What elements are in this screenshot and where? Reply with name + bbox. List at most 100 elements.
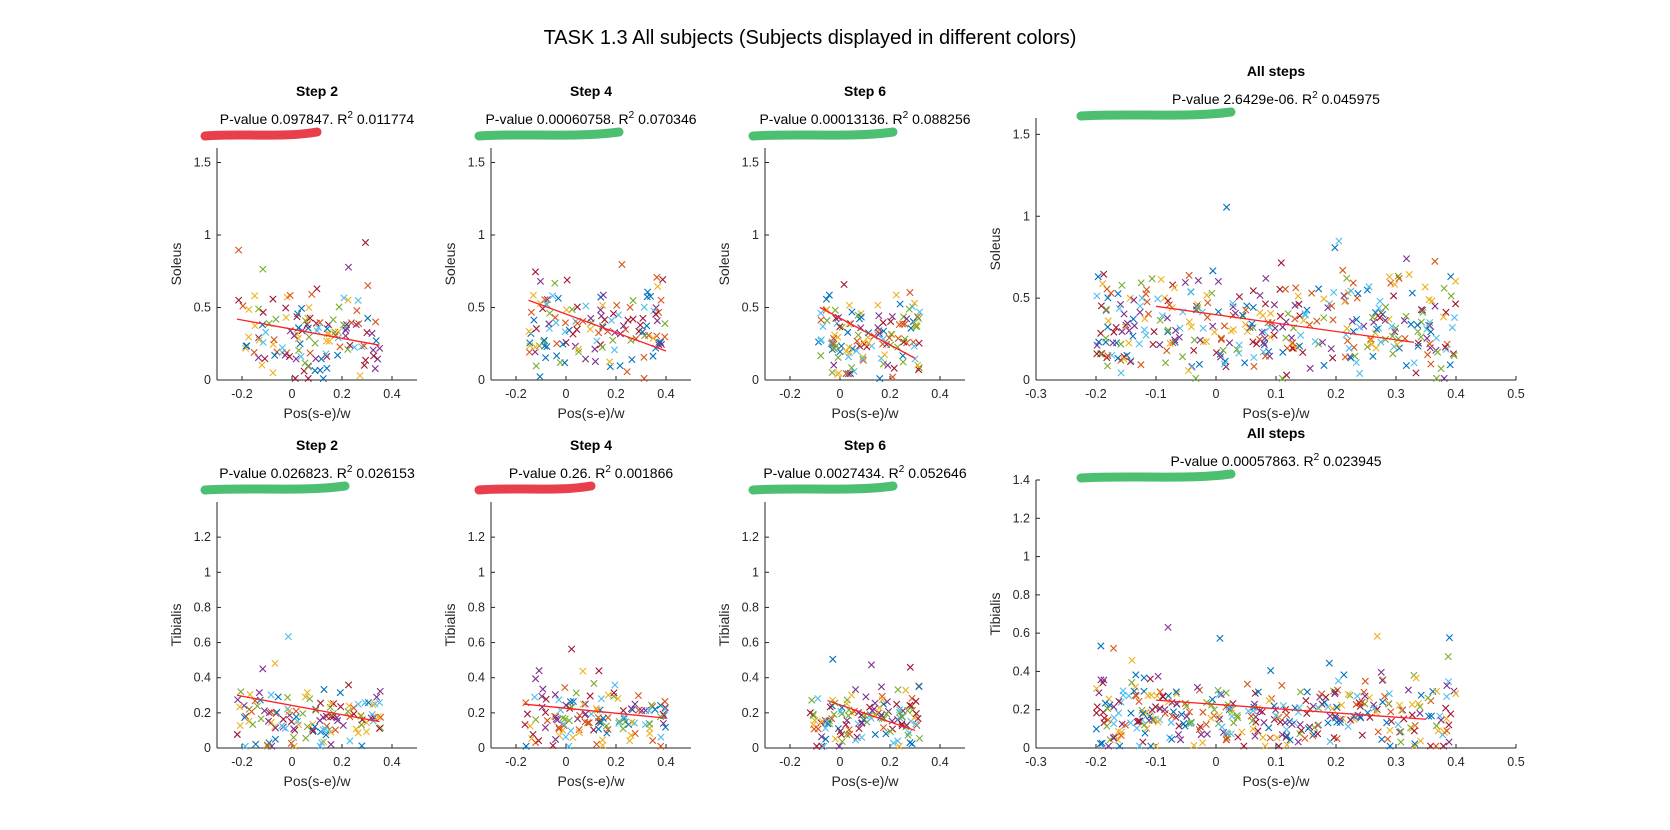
data-point <box>362 728 371 736</box>
data-point <box>1296 688 1305 696</box>
data-point <box>1314 721 1322 729</box>
data-point <box>1114 354 1122 362</box>
data-point <box>1394 721 1402 729</box>
data-point <box>1443 681 1451 690</box>
data-point <box>1408 711 1416 719</box>
data-point <box>1187 718 1195 726</box>
data-point <box>1260 341 1269 349</box>
data-point <box>855 724 863 733</box>
data-point <box>619 322 628 330</box>
data-point <box>1426 321 1434 330</box>
data-point <box>1291 315 1299 323</box>
data-point <box>1135 340 1143 348</box>
data-point <box>1353 294 1361 302</box>
x-tick-label: 0.2 <box>1327 755 1344 769</box>
data-point <box>1436 712 1444 720</box>
data-point <box>1451 300 1460 308</box>
data-point <box>1126 294 1134 302</box>
data-point <box>1419 308 1427 317</box>
data-point <box>352 725 360 733</box>
data-point <box>1347 287 1355 295</box>
data-point <box>610 346 619 354</box>
data-point <box>541 354 550 362</box>
data-point <box>361 699 369 707</box>
data-point <box>1270 301 1278 309</box>
data-point <box>1450 313 1459 322</box>
data-point <box>910 299 919 307</box>
data-point <box>327 728 335 736</box>
data-point <box>269 295 277 303</box>
regression-line <box>236 694 380 723</box>
x-tick-label: 0 <box>563 387 570 401</box>
data-point <box>1381 335 1390 343</box>
data-point <box>1203 730 1211 738</box>
data-point <box>1136 302 1144 310</box>
data-point <box>1320 295 1328 303</box>
data-point <box>1297 331 1305 339</box>
x-tick-label: 0.2 <box>1327 387 1344 401</box>
data-point <box>1104 317 1112 325</box>
data-point <box>1287 334 1296 342</box>
data-point <box>1126 719 1135 727</box>
data-point <box>1427 328 1435 336</box>
data-point <box>1220 360 1228 368</box>
data-point <box>255 336 263 344</box>
data-point <box>1341 298 1349 306</box>
y-tick-label: 0.4 <box>194 671 211 685</box>
r-squared-value: 0.001866 <box>611 465 673 481</box>
data-point <box>810 725 818 733</box>
data-point <box>552 715 560 723</box>
data-point <box>329 700 338 708</box>
data-point <box>1159 693 1167 701</box>
data-point <box>844 370 852 378</box>
data-point <box>263 741 271 749</box>
data-point <box>1437 365 1445 373</box>
data-point <box>1381 692 1389 701</box>
data-point <box>1431 302 1439 310</box>
data-point <box>898 713 906 721</box>
data-point <box>261 355 269 363</box>
data-point <box>1370 704 1378 712</box>
data-point <box>358 343 366 351</box>
data-point <box>1220 728 1228 736</box>
data-point <box>1199 324 1207 332</box>
data-point <box>630 719 639 727</box>
data-point <box>373 693 381 701</box>
data-point <box>864 339 872 347</box>
data-point <box>1215 690 1223 698</box>
data-point <box>1407 320 1415 328</box>
data-point <box>1432 374 1441 382</box>
data-point <box>1133 724 1141 732</box>
data-point <box>364 699 373 707</box>
data-point <box>1142 709 1150 717</box>
data-point <box>575 726 583 734</box>
data-point <box>591 357 600 366</box>
x-tick-label: 0.5 <box>1507 755 1524 769</box>
data-point <box>572 689 580 697</box>
data-point <box>1116 742 1124 750</box>
data-point <box>652 310 660 318</box>
data-point <box>830 710 838 718</box>
data-point <box>1397 728 1405 736</box>
data-point <box>1173 690 1181 698</box>
data-point <box>1340 671 1348 679</box>
pvalue-text: P-value 0.00057863. R <box>1170 453 1313 469</box>
data-point <box>845 730 854 738</box>
data-point <box>640 303 648 311</box>
y-tick-label: 1 <box>478 228 485 242</box>
data-point <box>1374 728 1382 736</box>
data-point <box>1282 334 1290 342</box>
data-point <box>1210 706 1218 714</box>
y-tick-label: 0 <box>1023 741 1030 755</box>
data-point <box>531 675 540 683</box>
data-point <box>1144 692 1152 700</box>
x-axis-label: Pos(s-e)/w <box>284 773 352 789</box>
x-tick-label: -0.2 <box>1085 755 1107 769</box>
data-point <box>1266 333 1274 341</box>
data-point <box>643 322 651 330</box>
data-point <box>1165 301 1173 309</box>
data-point <box>576 711 584 720</box>
data-point <box>1260 718 1268 727</box>
data-point <box>532 325 541 333</box>
data-point <box>1140 721 1148 729</box>
